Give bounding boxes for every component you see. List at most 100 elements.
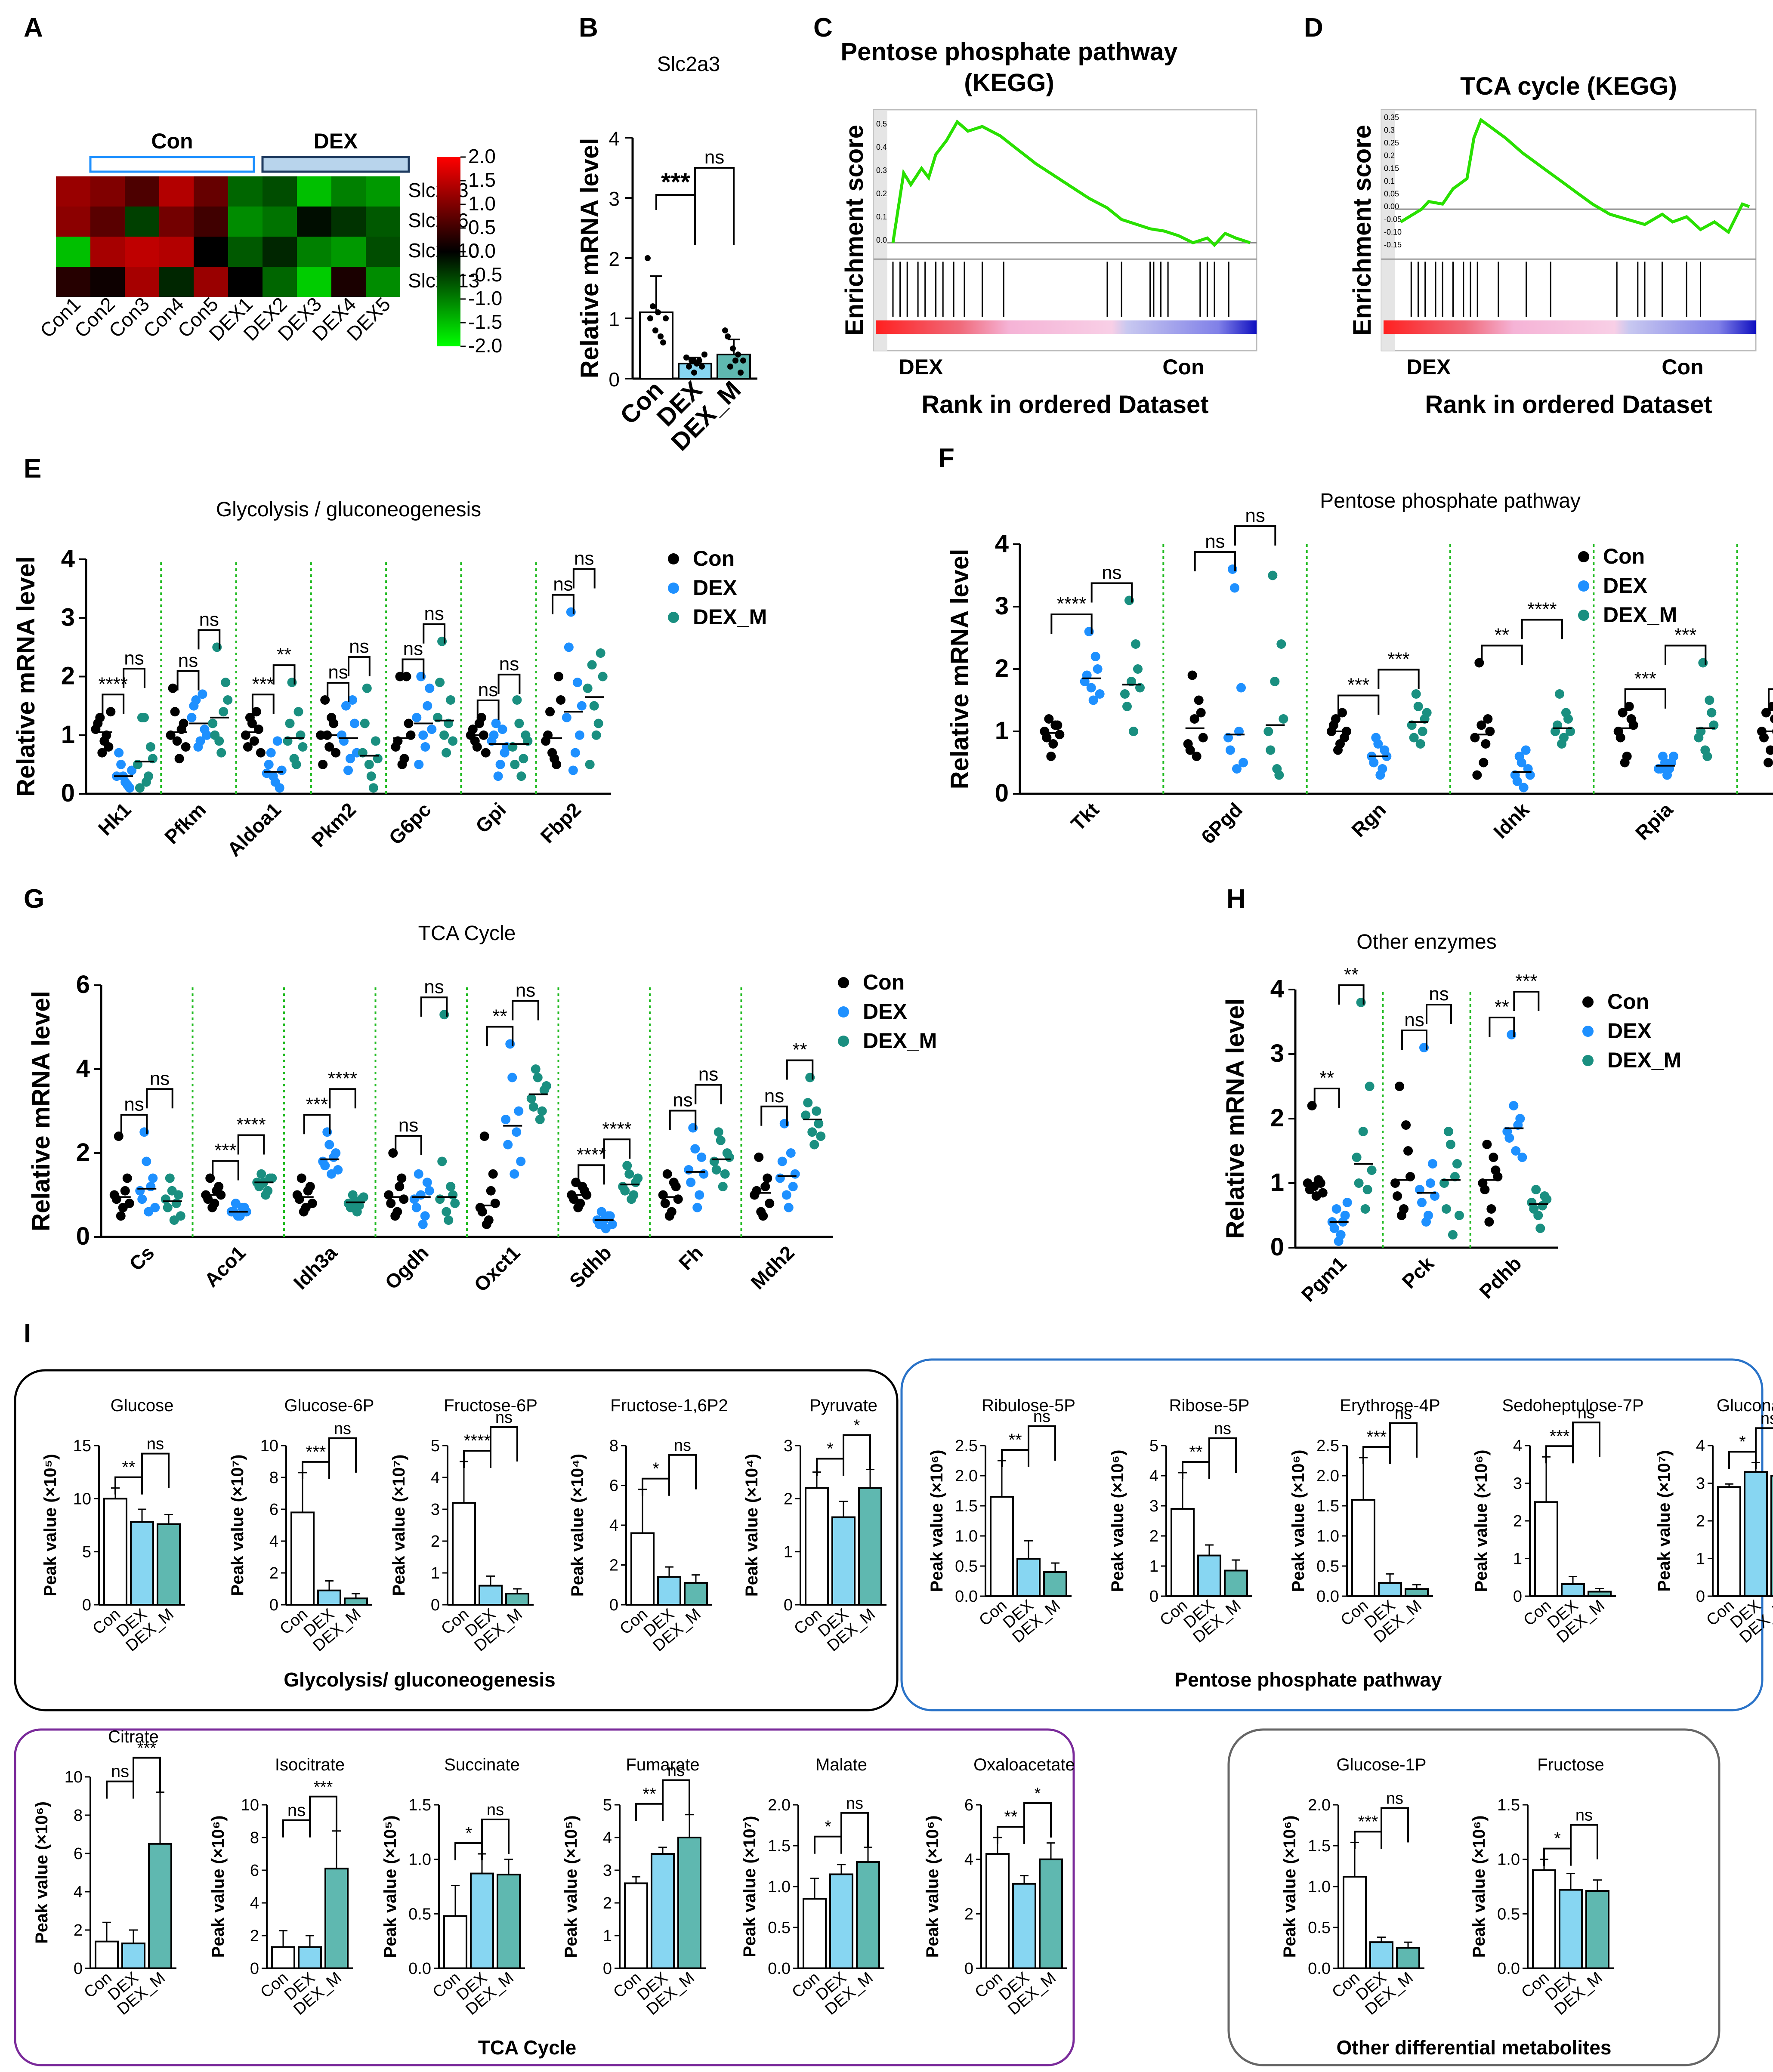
gene-label: Sdhb — [565, 1241, 616, 1292]
data-point — [448, 736, 458, 746]
data-point — [655, 309, 661, 315]
data-point — [1369, 758, 1379, 768]
legend-label: Con — [1603, 544, 1645, 568]
heatmap-col-label: Con4 — [139, 293, 188, 342]
bar — [657, 1576, 681, 1606]
sig-E-a-bracket — [552, 594, 575, 614]
data-point — [256, 748, 266, 758]
bar — [1012, 1883, 1036, 1969]
sig-i-b-label: ns — [1033, 1408, 1050, 1426]
y-tick-label: 3 — [995, 592, 1009, 620]
data-point — [591, 730, 601, 740]
group-box-dex — [261, 156, 410, 173]
data-point — [174, 754, 184, 764]
sig-i-b-label: ns — [334, 1420, 351, 1438]
data-point — [598, 672, 608, 681]
data-point — [684, 1165, 694, 1175]
legend-marker — [1582, 1026, 1594, 1037]
heatmap-cell — [297, 207, 331, 237]
sig-G-a-bracket — [760, 1105, 788, 1126]
data-point — [146, 1182, 156, 1191]
data-point — [364, 759, 374, 769]
colorbar-tick-label: -1.0 — [468, 287, 502, 309]
y-tick-label: 2 — [609, 1557, 618, 1575]
sig-G-a-label: *** — [306, 1094, 328, 1115]
data-point — [629, 1190, 639, 1200]
sig-G-a-bracket — [303, 1114, 331, 1135]
data-point — [422, 1178, 432, 1187]
gene-label: Idnk — [1489, 798, 1534, 843]
sig-i-a-bracket — [454, 1842, 483, 1860]
data-point — [329, 1152, 339, 1162]
y-tick-label: 0 — [76, 1222, 90, 1250]
data-point — [514, 718, 524, 728]
data-point — [161, 1194, 170, 1204]
data-point — [1770, 714, 1773, 724]
y-tick-label: 1 — [603, 1927, 612, 1945]
gsea-title-D: TCA cycle (KEGG) — [1460, 72, 1677, 100]
gene-label: Pck — [1397, 1252, 1438, 1293]
data-point — [366, 771, 376, 781]
data-point — [293, 707, 303, 717]
sig-G-b-bracket — [695, 1084, 722, 1104]
data-point — [788, 1182, 798, 1191]
sig-F-a-bracket — [1481, 644, 1523, 665]
y-tick-label: 0.0 — [408, 1960, 431, 1978]
sig-i-b-bracket — [1755, 1427, 1773, 1463]
data-point — [187, 712, 197, 722]
y-tick-label: 0.0 — [768, 1960, 791, 1978]
sig-F-b-label: ns — [1245, 505, 1265, 526]
gsea-y-tick: 0.15 — [1384, 164, 1399, 173]
data-point — [202, 730, 212, 740]
data-point — [812, 1106, 822, 1116]
data-point — [547, 748, 557, 758]
heatmap-cell — [159, 267, 194, 297]
y-tick-label: 1 — [1696, 1550, 1705, 1568]
data-point — [503, 1140, 513, 1150]
metabolite-title: Erythrose-4P — [1340, 1396, 1440, 1415]
data-point — [1189, 714, 1199, 724]
bar — [1171, 1508, 1195, 1597]
data-point — [531, 1064, 541, 1074]
panel-letter-B: B — [579, 13, 598, 43]
y-tick-label: 1.5 — [1497, 1796, 1520, 1814]
y-tick-label: 5 — [1149, 1437, 1158, 1455]
data-point — [1759, 733, 1769, 743]
sig-i-a-label: * — [825, 1817, 831, 1836]
data-point — [170, 707, 180, 717]
colorbar-tick-label: 2.0 — [468, 145, 496, 167]
data-point — [807, 1127, 817, 1137]
data-point — [569, 1194, 579, 1204]
data-point — [752, 1186, 762, 1196]
data-point — [1088, 695, 1098, 705]
y-axis-title: Peak value (×10⁶) — [1472, 1450, 1491, 1592]
sig-F-b-bracket — [1378, 669, 1420, 689]
metabolite-title: Isocitrate — [275, 1755, 345, 1774]
y-tick-label: 0.0 — [1308, 1960, 1331, 1978]
y-tick-label: 0 — [1696, 1588, 1705, 1606]
sig-E-a-label: ns — [178, 650, 198, 671]
data-point — [412, 712, 422, 722]
data-point — [448, 1190, 458, 1200]
sig-F-a-bracket — [1050, 614, 1093, 634]
data-point — [346, 754, 355, 764]
data-point — [1531, 1185, 1541, 1194]
data-point — [1329, 1224, 1339, 1233]
gene-label: Ogdh — [380, 1241, 433, 1294]
data-point — [1624, 702, 1634, 711]
data-point — [233, 1211, 243, 1221]
data-point — [172, 736, 182, 746]
y-axis-title: Peak value (×10⁷) — [1655, 1450, 1674, 1592]
data-point — [247, 718, 257, 728]
data-point — [507, 1073, 517, 1082]
bar — [324, 1868, 349, 1970]
data-point — [416, 1190, 426, 1200]
data-point — [397, 759, 407, 769]
data-point — [1476, 720, 1486, 730]
data-point — [1397, 1211, 1407, 1220]
data-point — [223, 695, 233, 705]
y-tick-label: 0.5 — [1316, 1557, 1339, 1576]
data-point — [1365, 1082, 1375, 1091]
y-axis-title: Peak value (×10⁶) — [1289, 1450, 1308, 1592]
bar — [677, 1837, 701, 1969]
